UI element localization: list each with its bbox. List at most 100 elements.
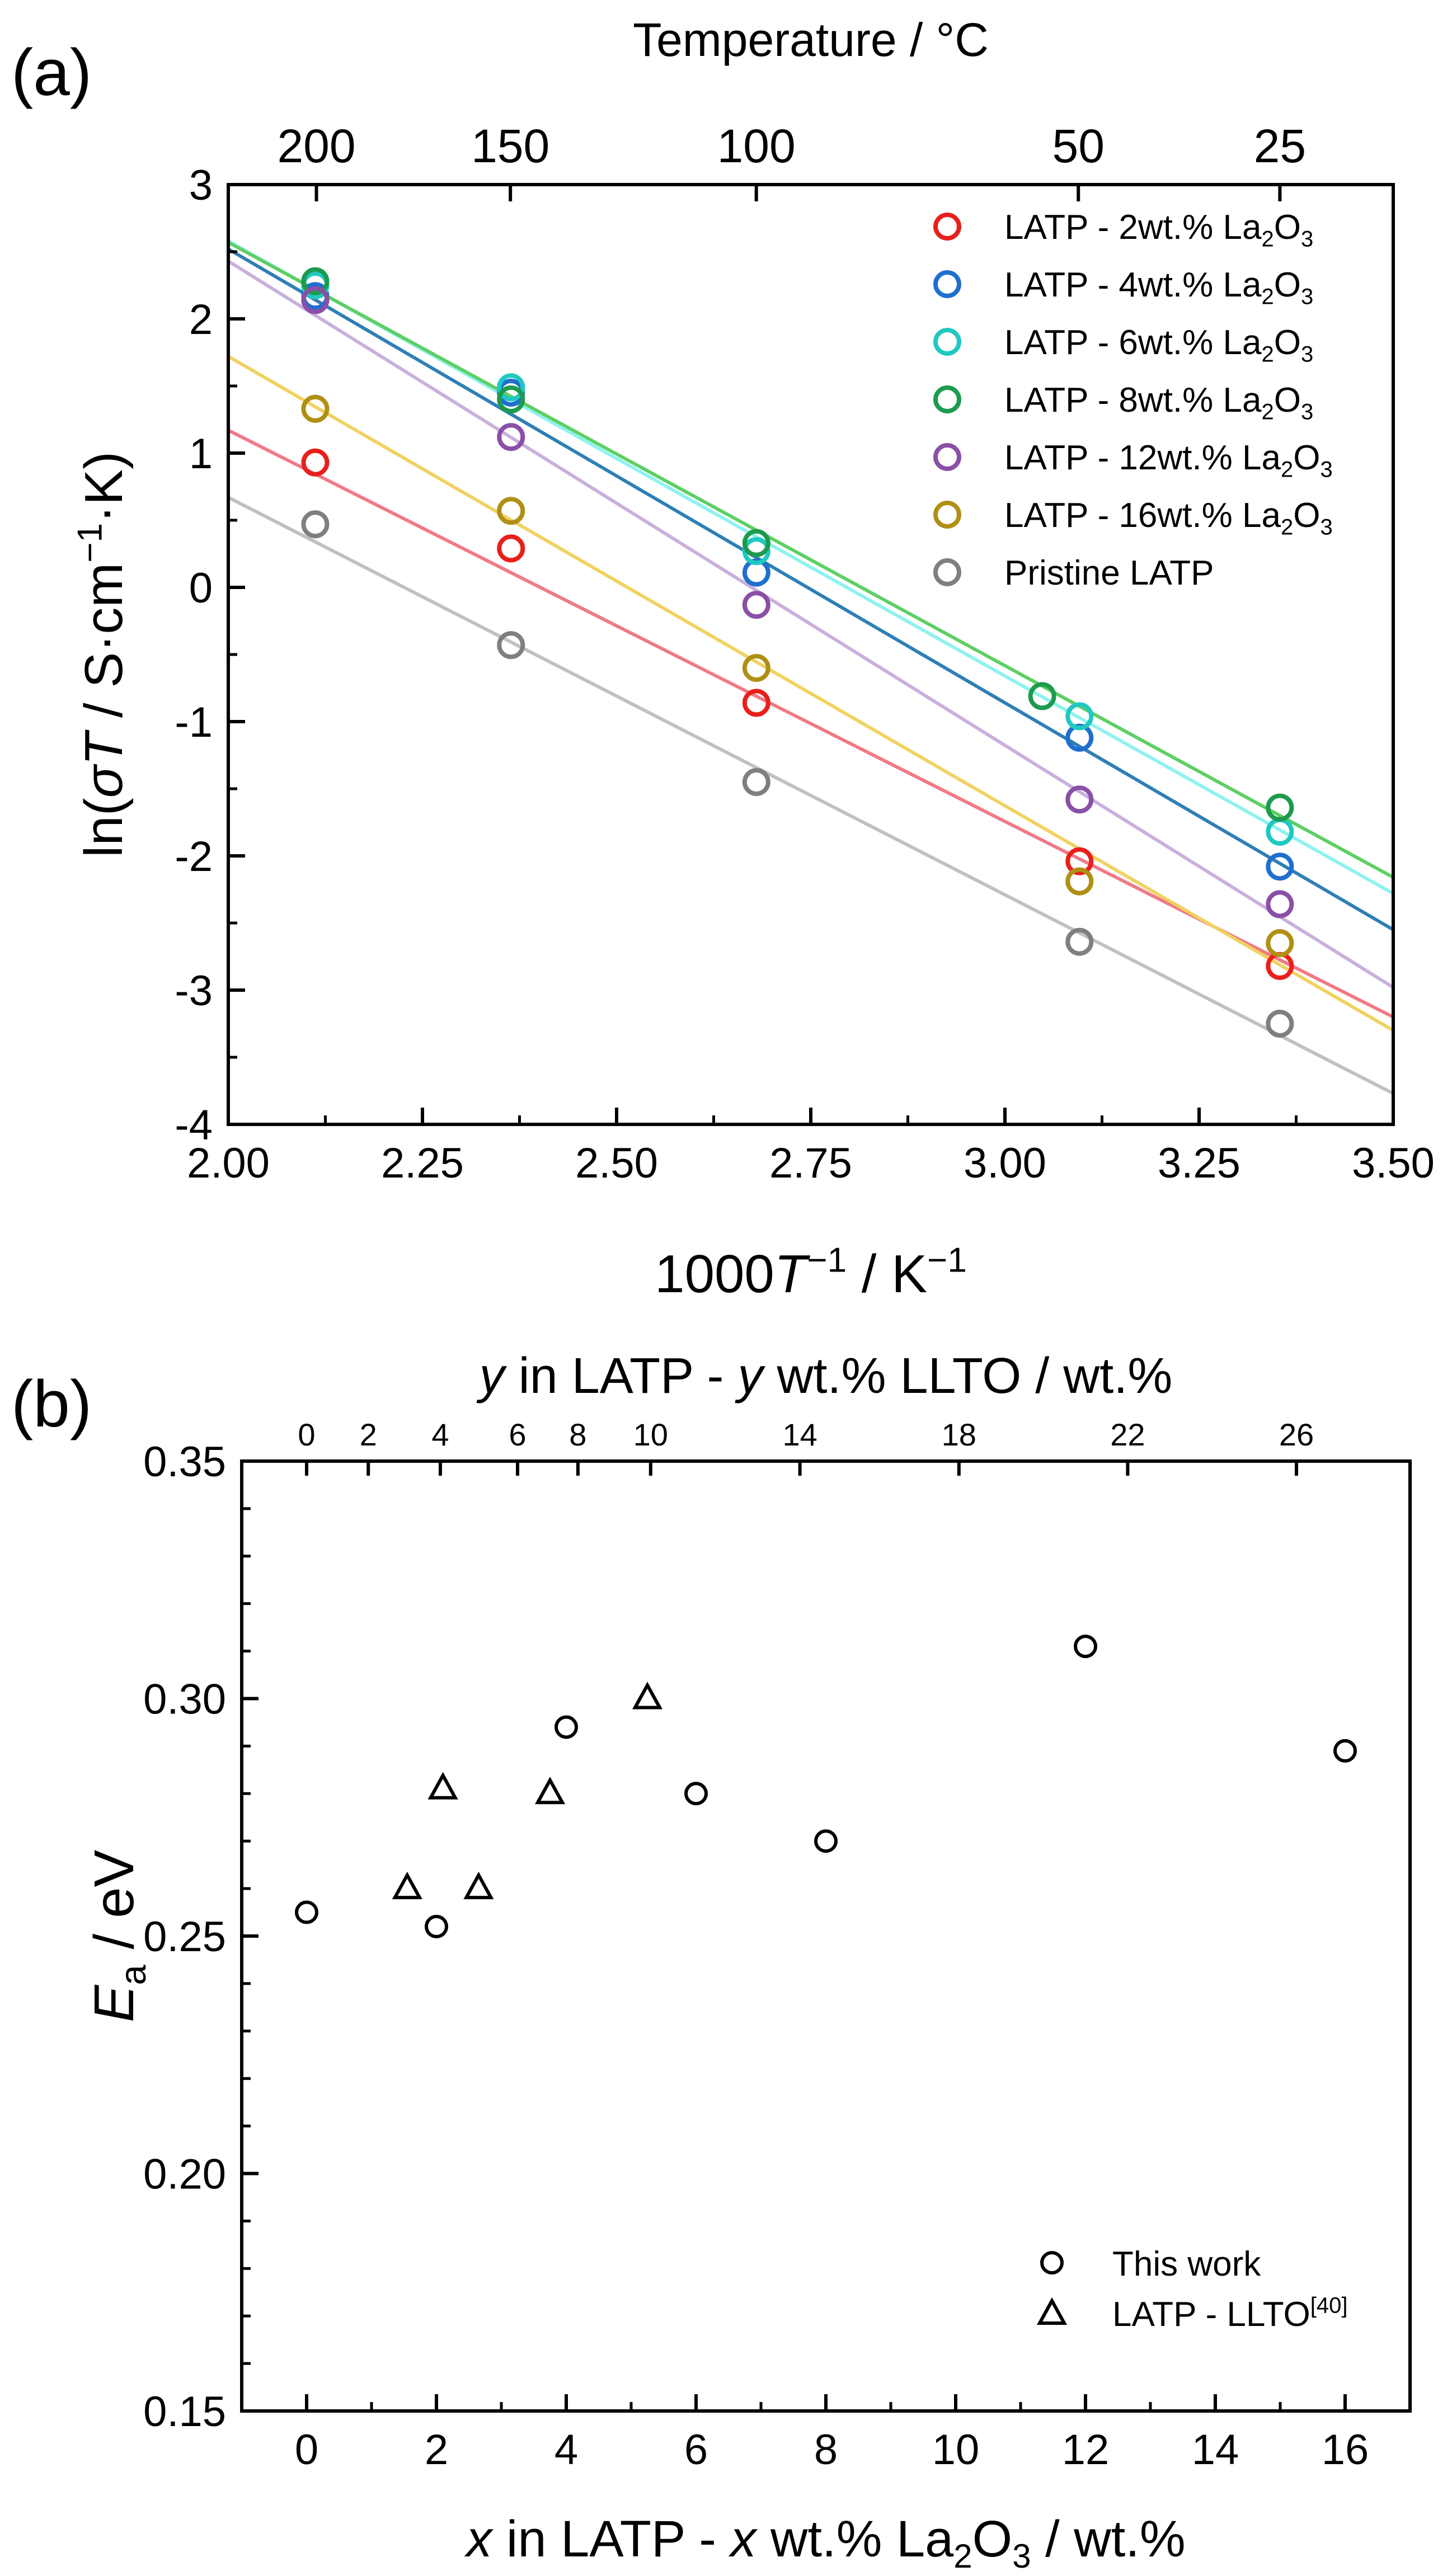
x-axis-title-a-part: 1000: [655, 1244, 774, 1304]
y-axis-title-a-part: ln(: [74, 798, 134, 858]
x-tick-label: 14: [1192, 2426, 1239, 2474]
top-tick-label: 26: [1279, 1417, 1314, 1452]
data-point: [497, 373, 525, 402]
y-axis-title-a: ln(σT / S·cm−1·K): [71, 451, 134, 858]
legend-label: This work: [1112, 2245, 1261, 2283]
y-axis-title-a-part: / S·cm: [74, 563, 134, 733]
legend-label-part: O: [1274, 208, 1301, 247]
legend-label: LATP - LLTO[40]: [1112, 2293, 1348, 2334]
data-point-latp-llto: [534, 1777, 566, 1805]
y-tick-label: -3: [175, 967, 213, 1015]
x-axis-title-a-part: T: [774, 1244, 811, 1304]
data-point-latp-llto: [632, 1682, 663, 1710]
legend-marker: [1036, 2297, 1068, 2325]
y-tick-label: -1: [175, 699, 213, 746]
fit-line: [227, 260, 1394, 989]
legend-label-part: O: [1293, 496, 1320, 535]
legend-label: LATP - 4wt.% La2O3: [1004, 266, 1313, 309]
legend-b: This work LATP - LLTO[40]: [1036, 2245, 1348, 2334]
legend-label: LATP - 6wt.% La2O3: [1004, 323, 1313, 367]
y-axis-title-a-part: ·K): [74, 451, 134, 523]
legend-label-part: O: [1274, 381, 1301, 420]
x-tick-label: 12: [1062, 2426, 1110, 2474]
legend-label-part: 2: [1261, 285, 1274, 309]
x-tick-label: 3.50: [1352, 1139, 1435, 1187]
top-tick-label: 25: [1254, 120, 1306, 172]
data-point: [1065, 867, 1094, 896]
data-point: [1266, 929, 1294, 957]
top-tick-label: 50: [1052, 120, 1105, 172]
data-point-this-work: [1333, 1739, 1357, 1763]
data-point-this-work: [814, 1829, 838, 1853]
data-point: [301, 394, 330, 423]
y-axis-title-b-part: E: [83, 1984, 145, 2022]
data-point-this-work: [1074, 1635, 1097, 1659]
top-axis-title-b: y in LATP - y wt.% LLTO / wt.%: [476, 1348, 1173, 1404]
legend-label-part: O: [1274, 266, 1301, 304]
legend-label-part: This work: [1112, 2245, 1261, 2283]
x-axis-title-a: 1000T−1 / K−1: [655, 1241, 967, 1305]
fit-line: [227, 496, 1394, 1095]
x-tick-label: 6: [684, 2426, 708, 2474]
x-tick-label: 8: [814, 2426, 838, 2474]
legend-marker: [933, 328, 961, 356]
legend-label-part: LATP - 16wt.% La: [1004, 496, 1281, 535]
y-tick-label: 0: [189, 564, 213, 612]
y-axis-title-b-part: a: [112, 1965, 153, 1985]
top-axis-title-b-part: in LATP -: [505, 1348, 738, 1404]
legend-label-part: 2: [1261, 227, 1274, 252]
y-axis-title-b: Ea / eV: [83, 1849, 153, 2022]
x-tick-label: 2: [425, 2426, 448, 2474]
x-axis-title-b-part: in LATP -: [492, 2511, 730, 2568]
x-axis-title-b: x in LATP - x wt.% La2O3 / wt.%: [464, 2511, 1185, 2575]
legend-label-part: LATP - 4wt.% La: [1004, 266, 1262, 304]
legend-label-part: 3: [1301, 285, 1313, 309]
legend-label-part: 2: [1281, 458, 1293, 482]
y-tick-label: 3: [189, 162, 213, 209]
x-tick-label: 16: [1322, 2426, 1369, 2474]
x-axis-title-b-part: x: [464, 2511, 494, 2568]
plot-a: [227, 239, 1394, 1095]
legend-label-part: O: [1293, 439, 1320, 477]
y-tick-label: 0.35: [143, 1438, 226, 1486]
data-point: [497, 631, 525, 660]
top-tick-label: 14: [782, 1417, 817, 1452]
x-tick-label: 2.75: [769, 1139, 852, 1187]
x-tick-label: 10: [932, 2426, 980, 2474]
legend-marker: [933, 443, 961, 471]
data-point: [1266, 793, 1294, 822]
legend-label-part: 3: [1301, 342, 1313, 367]
top-tick-label: 0: [298, 1417, 315, 1452]
y-axis-title-b-part: / eV: [83, 1849, 145, 1965]
x-axis-title-a-part: −1: [927, 1241, 967, 1280]
data-point: [1266, 1010, 1294, 1038]
data-point: [301, 510, 330, 539]
data-point-this-work: [295, 1900, 318, 1924]
legend-label: LATP - 16wt.% La2O3: [1004, 496, 1333, 540]
legend-label-part: 3: [1320, 515, 1332, 540]
data-point: [497, 534, 525, 563]
top-tick-label: 2: [360, 1417, 377, 1452]
data-point-latp-llto: [392, 1871, 422, 1900]
top-tick-label: 10: [633, 1417, 668, 1452]
legend-label-part: 2: [1281, 515, 1293, 540]
data-point: [1065, 702, 1094, 731]
data-point: [742, 591, 770, 619]
top-axis-title-a: Temperature / °C: [633, 13, 989, 66]
top-tick-label: 4: [431, 1417, 449, 1452]
legend-label: Pristine LATP: [1004, 554, 1214, 592]
x-axis-title-b-part: x: [728, 2511, 758, 2568]
y-tick-label: 2: [189, 296, 213, 343]
fit-line: [227, 241, 1394, 879]
x-tick-label: 3.00: [964, 1139, 1046, 1187]
x-tick-label: 2.25: [381, 1139, 464, 1187]
legend-label-part: 3: [1320, 458, 1332, 482]
top-tick-label: 200: [277, 120, 355, 172]
top-axis-title-b-part: y: [734, 1348, 765, 1404]
top-tick-label: 8: [569, 1417, 586, 1452]
x-tick-label: 2.50: [575, 1139, 658, 1187]
data-point: [1028, 682, 1056, 710]
y-tick-label: 0.15: [143, 2388, 226, 2436]
legend-label-part: LATP - 6wt.% La: [1004, 323, 1262, 362]
